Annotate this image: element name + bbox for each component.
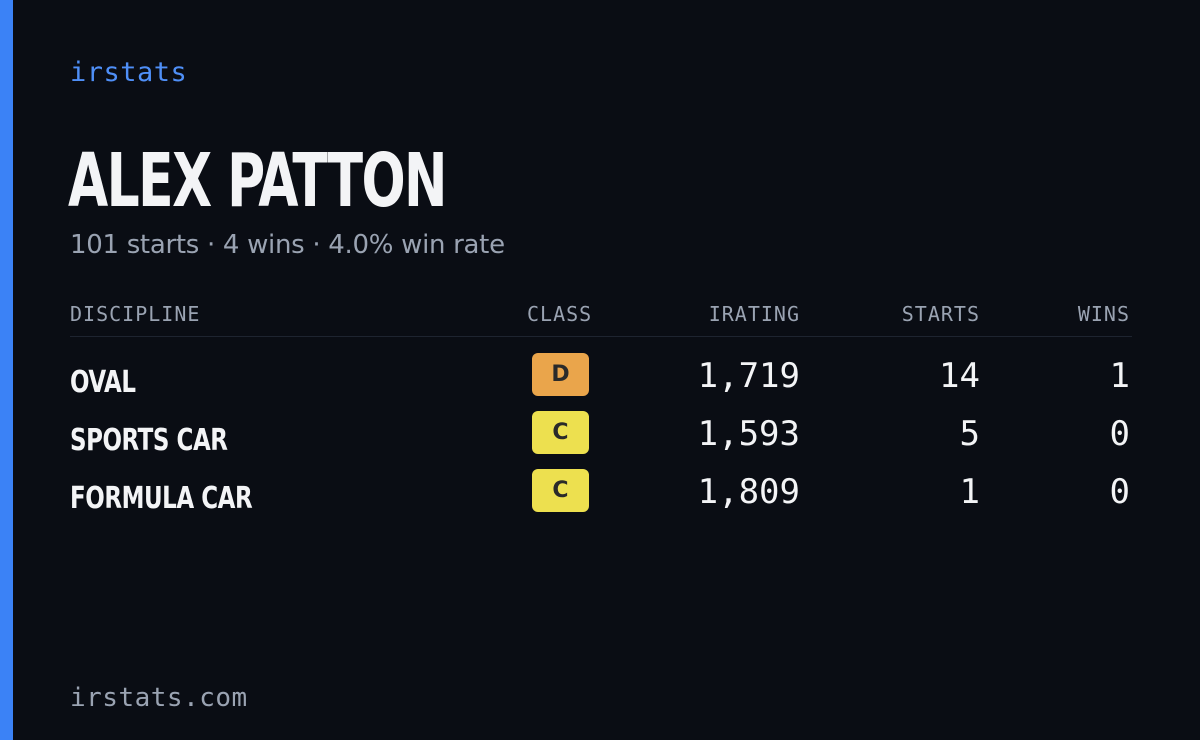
- header-discipline: DISCIPLINE: [70, 302, 201, 326]
- row-starts: 1: [959, 472, 980, 512]
- header-wins: WINS: [1077, 302, 1130, 326]
- brand-logo: irstats: [70, 57, 188, 88]
- footer-url[interactable]: irstats.com: [70, 683, 248, 713]
- table-row: OVAL D 1,719 14 1: [70, 353, 1132, 411]
- row-discipline: SPORTS CAR: [70, 423, 228, 458]
- class-badge: D: [532, 353, 589, 396]
- table-row: FORMULA CAR C 1,809 1 0: [70, 469, 1132, 527]
- class-badge: C: [532, 411, 589, 454]
- header-irating: IRATING: [708, 302, 800, 326]
- row-wins: 0: [1109, 414, 1130, 454]
- table-body: OVAL D 1,719 14 1 SPORTS CAR C 1,593 5 0…: [70, 337, 1132, 527]
- row-irating: 1,809: [697, 472, 800, 512]
- table-header: DISCIPLINE CLASS IRATING STARTS WINS: [70, 296, 1132, 337]
- row-discipline: FORMULA CAR: [70, 481, 253, 516]
- row-irating: 1,593: [697, 414, 800, 454]
- stats-table: DISCIPLINE CLASS IRATING STARTS WINS OVA…: [70, 296, 1132, 527]
- header-starts: STARTS: [901, 302, 980, 326]
- row-starts: 14: [939, 356, 980, 396]
- class-badge: C: [532, 469, 589, 512]
- row-starts: 5: [959, 414, 980, 454]
- header-class: CLASS: [527, 302, 593, 326]
- driver-name: ALEX PATTON: [68, 138, 448, 224]
- table-row: SPORTS CAR C 1,593 5 0: [70, 411, 1132, 469]
- driver-summary: 101 starts · 4 wins · 4.0% win rate: [70, 230, 505, 260]
- row-wins: 0: [1109, 472, 1130, 512]
- row-discipline: OVAL: [70, 365, 136, 400]
- row-irating: 1,719: [697, 356, 800, 396]
- accent-bar: [0, 0, 13, 740]
- row-wins: 1: [1109, 356, 1130, 396]
